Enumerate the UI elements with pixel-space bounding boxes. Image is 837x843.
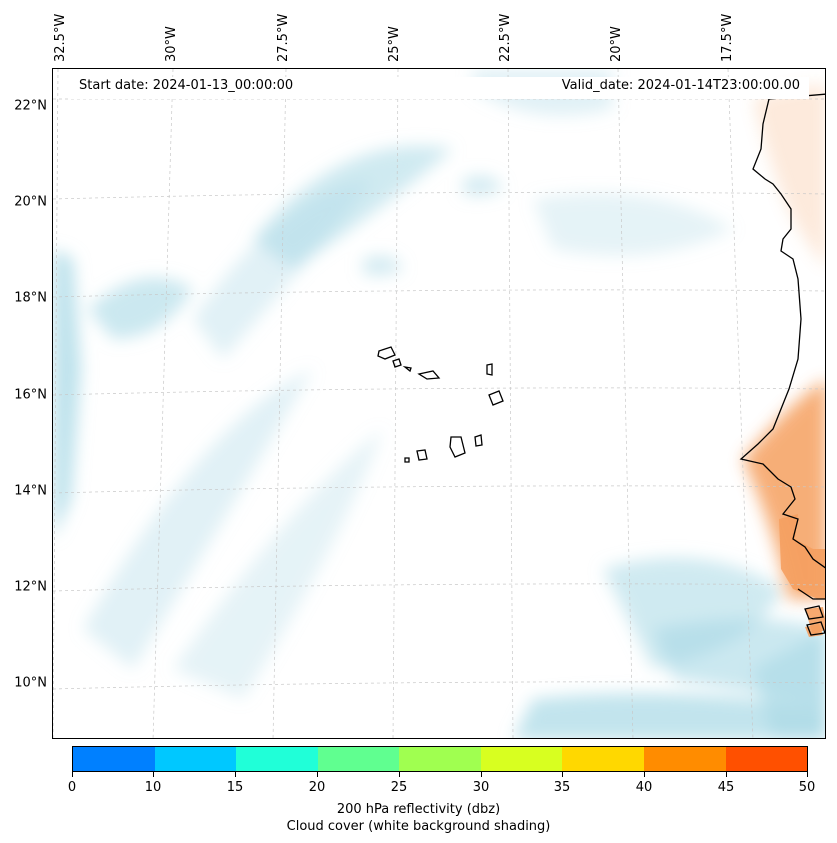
start-date-label: Start date: 2024-01-13_00:00:00 [79,78,294,93]
colorbar-segment-30-35 [480,747,563,771]
colorbar-tick [235,772,236,777]
colorbar-segment-0-10 [73,747,155,771]
colorbar-tick-label: 50 [798,780,816,795]
colorbar-segment-35-40 [562,747,644,771]
coastlines [377,93,825,636]
map-canvas [53,69,825,738]
colorbar-segment-40-45 [643,747,726,771]
header-bar [71,77,809,99]
lon-label-25w: 25°W [387,26,402,62]
colorbar-tick-label: 15 [226,780,244,795]
island-boa-vista [488,390,504,406]
lat-label-18n: 18°N [14,290,47,306]
lon-label-17-5w: 17.5°W [720,13,735,62]
lat-label-20n: 20°N [14,194,47,210]
colorbar-tick [562,772,563,777]
island-bissagos-2 [806,621,825,636]
lon-label-27-5w: 27.5°W [276,13,291,62]
colorbar-segment-20-25 [317,747,400,771]
colorbar-tick-label: 0 [67,780,77,795]
colorbar-tick-label: 20 [308,780,326,795]
colorbar-tick-label: 35 [553,780,571,795]
island-santiago [449,436,466,458]
colorbar-segment-25-30 [399,747,481,771]
colorbar-tick [399,772,400,777]
lat-label-22n: 22°N [14,98,47,114]
island-sao-nicolau [417,370,441,380]
lon-label-30w: 30°W [164,26,179,62]
colorbar [72,746,808,772]
island-brava [404,457,410,463]
lon-label-32-5w: 32.5°W [53,13,68,62]
colorbar-tick [153,772,154,777]
island-sal [486,363,493,376]
map-panel[interactable]: Start date: 2024-01-13_00:00:00 Valid_da… [52,68,826,739]
lat-label-16n: 16°N [14,387,47,403]
colorbar-segment-10-15 [154,747,237,771]
colorbar-tick [72,772,73,777]
land-reflectivity-shading [743,84,825,637]
colorbar-tick-label: 45 [717,780,735,795]
colorbar-tick-label: 25 [390,780,408,795]
colorbar-tick [481,772,482,777]
lat-label-12n: 12°N [14,579,47,595]
colorbar-segment-45-50 [725,747,808,771]
lat-label-10n: 10°N [14,675,47,691]
island-sao-vicente [392,358,402,368]
colorbar-tick-label: 10 [144,780,162,795]
colorbar-subtitle: Cloud cover (white background shading) [286,819,551,834]
colorbar-title: 200 hPa reflectivity (dbz) [336,802,501,817]
cloud-cover-shading [53,69,825,738]
lon-label-20w: 20°W [609,26,624,62]
colorbar-tick [317,772,318,777]
lon-label-22-5w: 22.5°W [498,13,513,62]
graticule-grid [53,69,825,738]
island-santo-antao [377,346,396,360]
colorbar-tick [726,772,727,777]
colorbar-segment-15-20 [236,747,318,771]
island-fogo [416,449,428,461]
colorbar-tick-label: 40 [635,780,653,795]
colorbar-tick [807,772,808,777]
coastline-south [797,588,825,600]
island-bissagos-1 [804,605,824,620]
valid-date-label: Valid_date: 2024-01-14T23:00:00.00 [561,78,800,93]
lat-label-14n: 14°N [14,483,47,499]
colorbar-tick [644,772,645,777]
island-maio [474,434,483,447]
colorbar-tick-label: 30 [472,780,490,795]
africa-coastline [739,93,825,569]
island-santa-luzia [402,365,412,373]
